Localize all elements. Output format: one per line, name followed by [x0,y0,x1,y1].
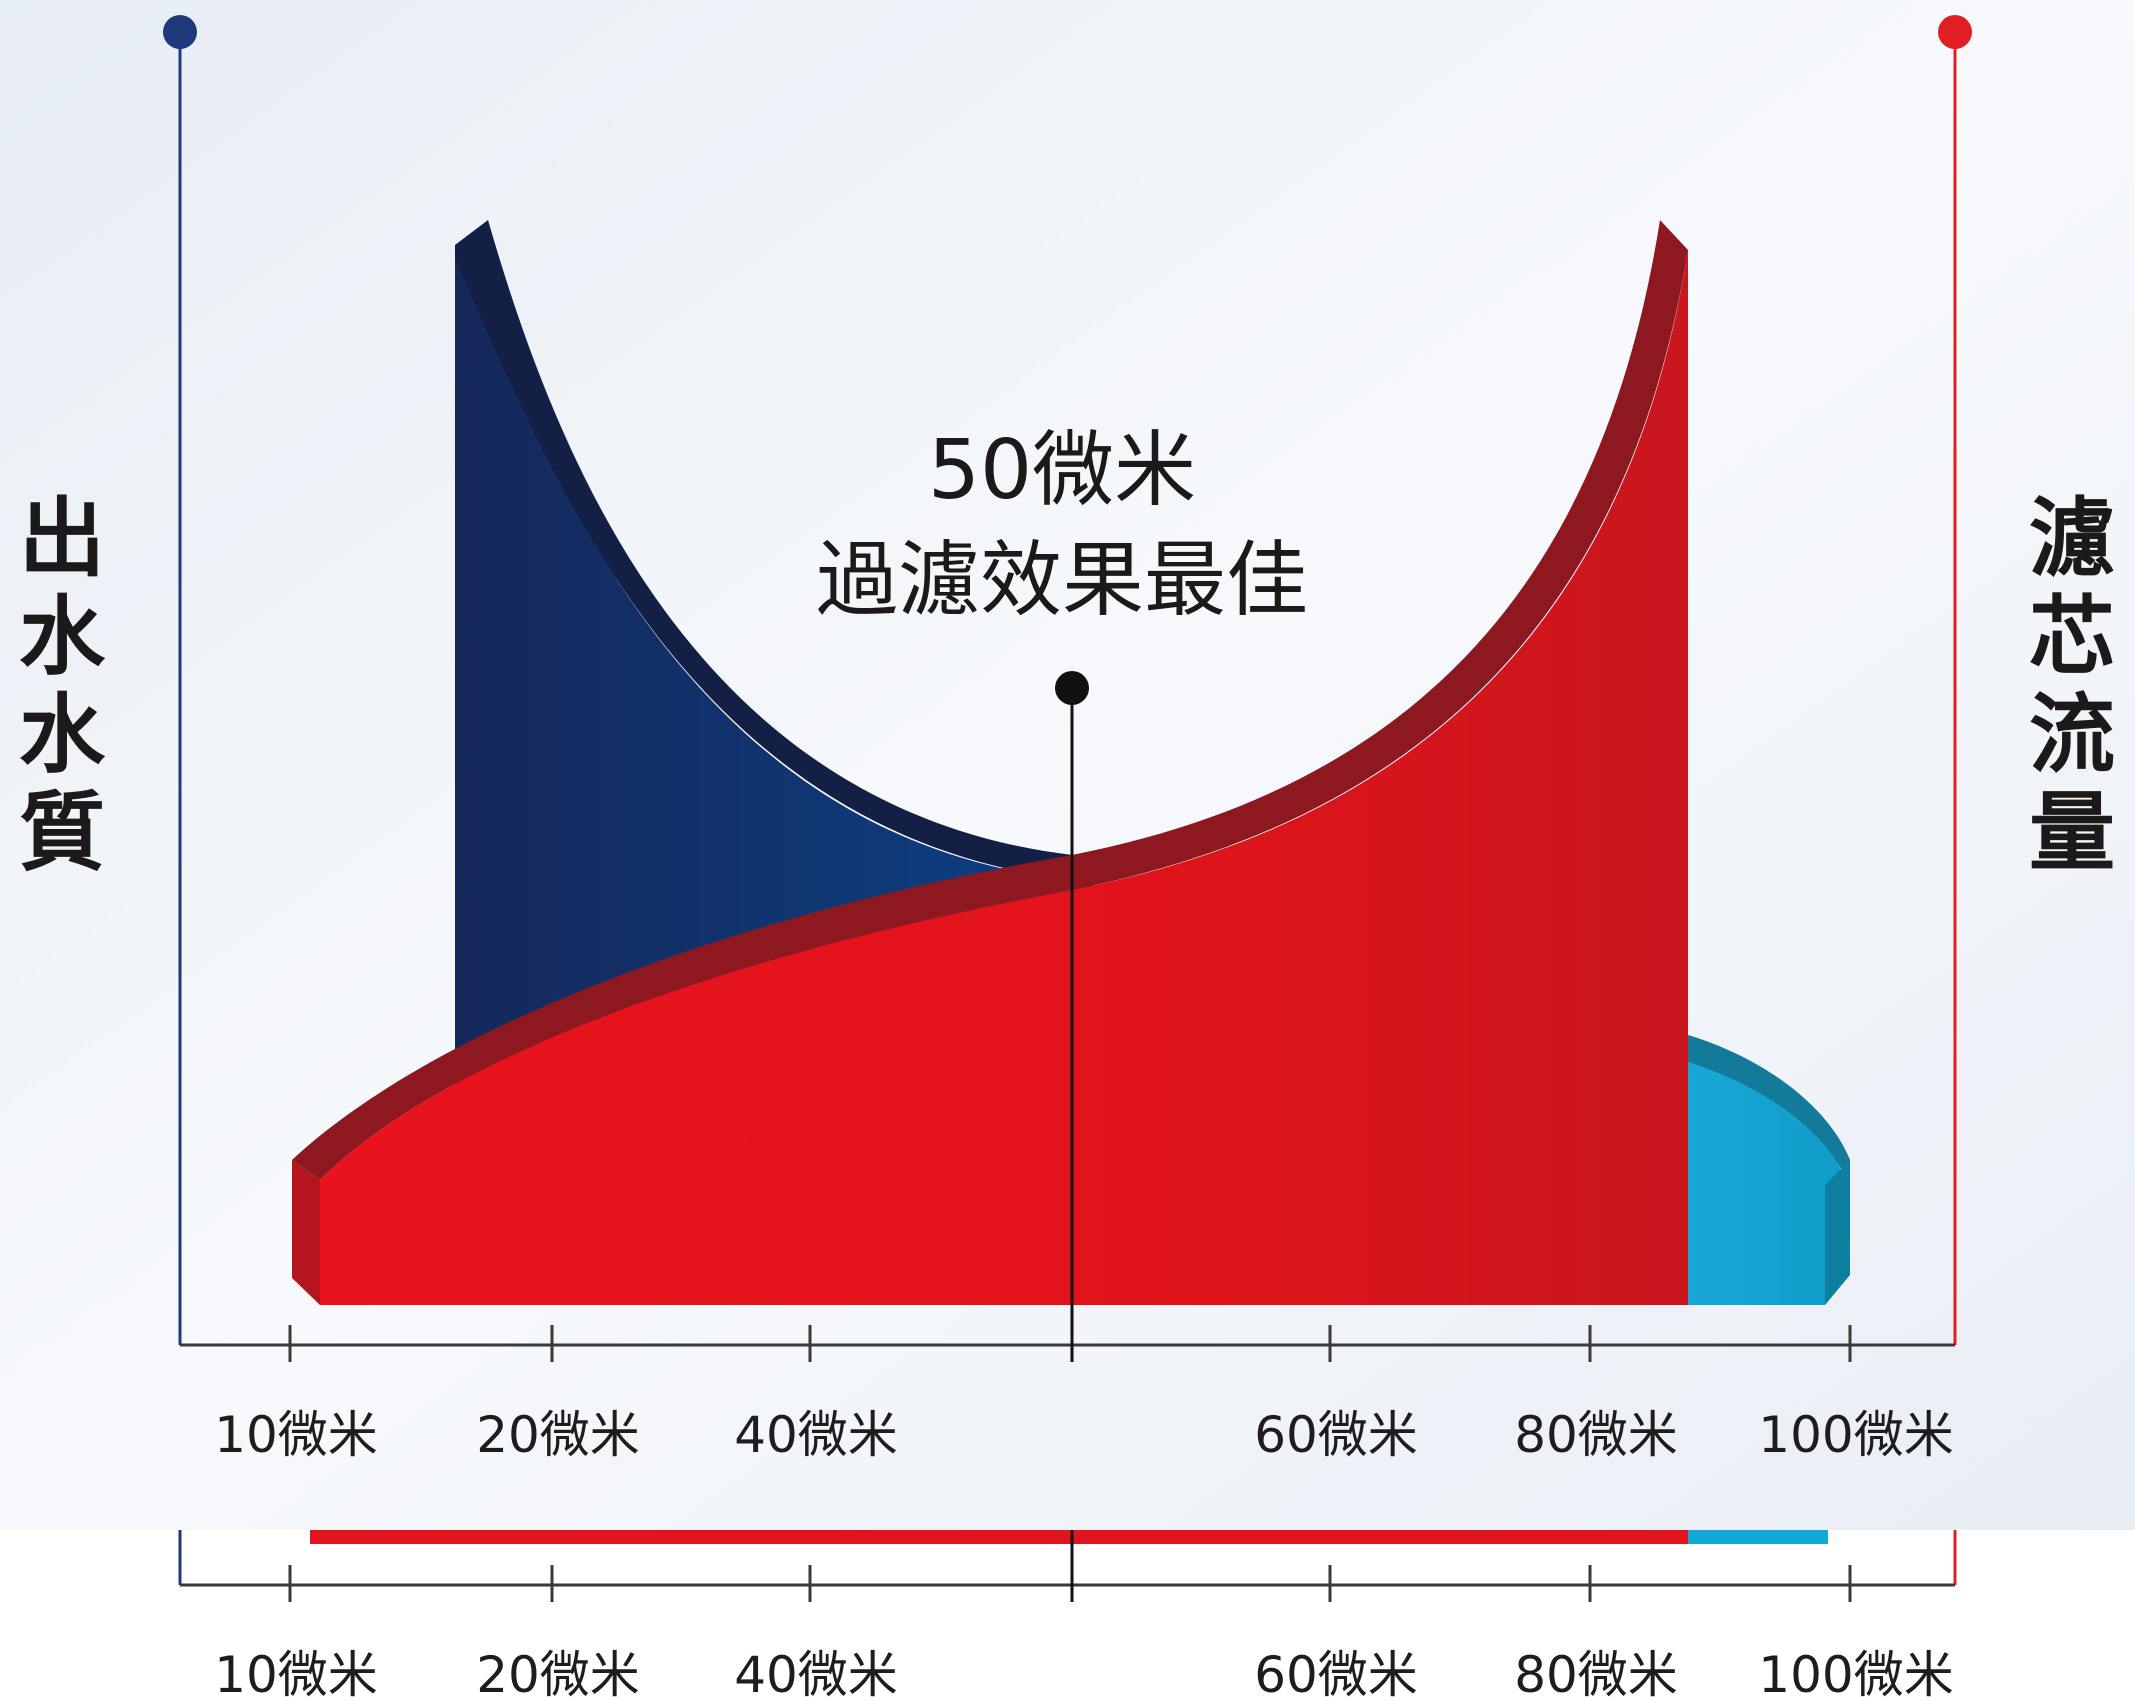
tick-label: 40微米 [734,1406,898,1464]
tick-label: 100微米 [1758,1406,1953,1464]
left-axis-dot [163,15,197,49]
red-area-edge [292,1160,320,1305]
red-area-depth [292,220,1688,1180]
lower-tick-label: 100微米 [1758,1646,1953,1701]
optimum-marker-dot [1055,671,1089,705]
red-area [320,250,1688,1305]
tick-label: 60微米 [1254,1406,1418,1464]
chart-shapes [0,220,2135,1701]
left-axis-label: 出水水質 [19,489,106,883]
lower-tick-label: 80微米 [1514,1646,1678,1701]
left-axis-char: 出水水質 [19,489,106,883]
annotation-line1: 50微米 [928,423,1196,518]
cyan-tail-edge [1825,1160,1850,1305]
chart-axes [163,15,1972,1602]
lower-band-bg [0,1530,2135,1701]
right-axis-label: 濾芯流量 [2029,489,2115,883]
tick-label: 20微米 [476,1406,640,1464]
tick-label: 80微米 [1514,1406,1678,1464]
lower-tick-label: 20微米 [476,1646,640,1701]
tick-label: 10微米 [214,1406,378,1464]
lower-red-strip [310,1530,1688,1544]
lower-tick-label: 10微米 [214,1646,378,1701]
lower-cyan-strip [1688,1530,1828,1544]
annotation-line2: 過濾效果最佳 [816,533,1308,628]
cyan-tail [1688,1062,1846,1305]
cyan-tail-depth [1688,1035,1850,1185]
tick-labels: 10微米 10微米 20微米 20微米 40微米 40微米 60微米 60微米 80微米 80微米… [214,1406,1954,1701]
right-axis-char: 濾芯流量 [2029,489,2115,883]
right-axis-dot [1938,15,1972,49]
lower-tick-label: 60微米 [1254,1646,1418,1701]
lower-tick-label: 40微米 [734,1646,898,1701]
